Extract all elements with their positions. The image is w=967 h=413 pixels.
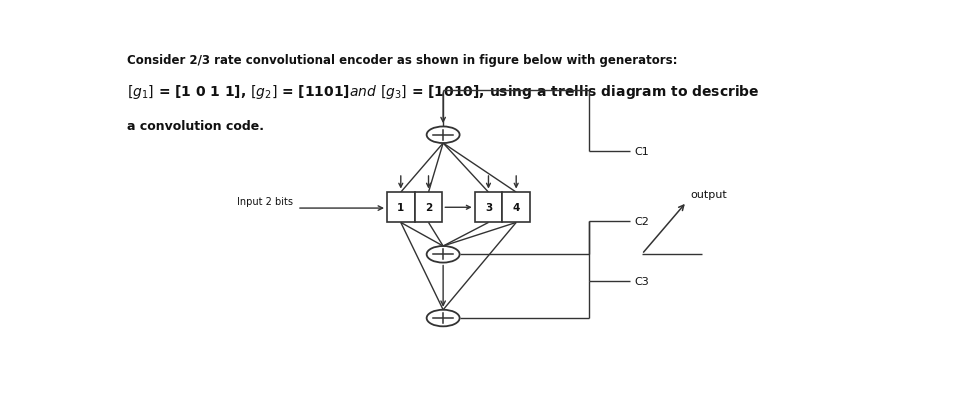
Text: 1: 1 <box>397 203 404 213</box>
Text: output: output <box>690 189 727 199</box>
Text: a convolution code.: a convolution code. <box>127 119 264 133</box>
Text: 4: 4 <box>513 203 520 213</box>
Text: C3: C3 <box>634 277 649 287</box>
Text: Consider 2/3 rate convolutional encoder as shown in figure below with generators: Consider 2/3 rate convolutional encoder … <box>127 55 677 67</box>
Bar <box>475 192 502 223</box>
Text: 2: 2 <box>425 203 432 213</box>
Text: $[g_1]$ = [1 0 1 1], $[g_2]$ = [1101]$\mathit{and}$ $[g_3]$ = [1010], using a tr: $[g_1]$ = [1 0 1 1], $[g_2]$ = [1101]$\m… <box>127 83 759 101</box>
Bar <box>415 192 442 223</box>
Text: C2: C2 <box>634 216 649 226</box>
Text: C1: C1 <box>634 146 649 156</box>
Text: 3: 3 <box>484 203 492 213</box>
Bar <box>387 192 415 223</box>
Text: Input 2 bits: Input 2 bits <box>237 197 293 207</box>
Bar <box>502 192 530 223</box>
